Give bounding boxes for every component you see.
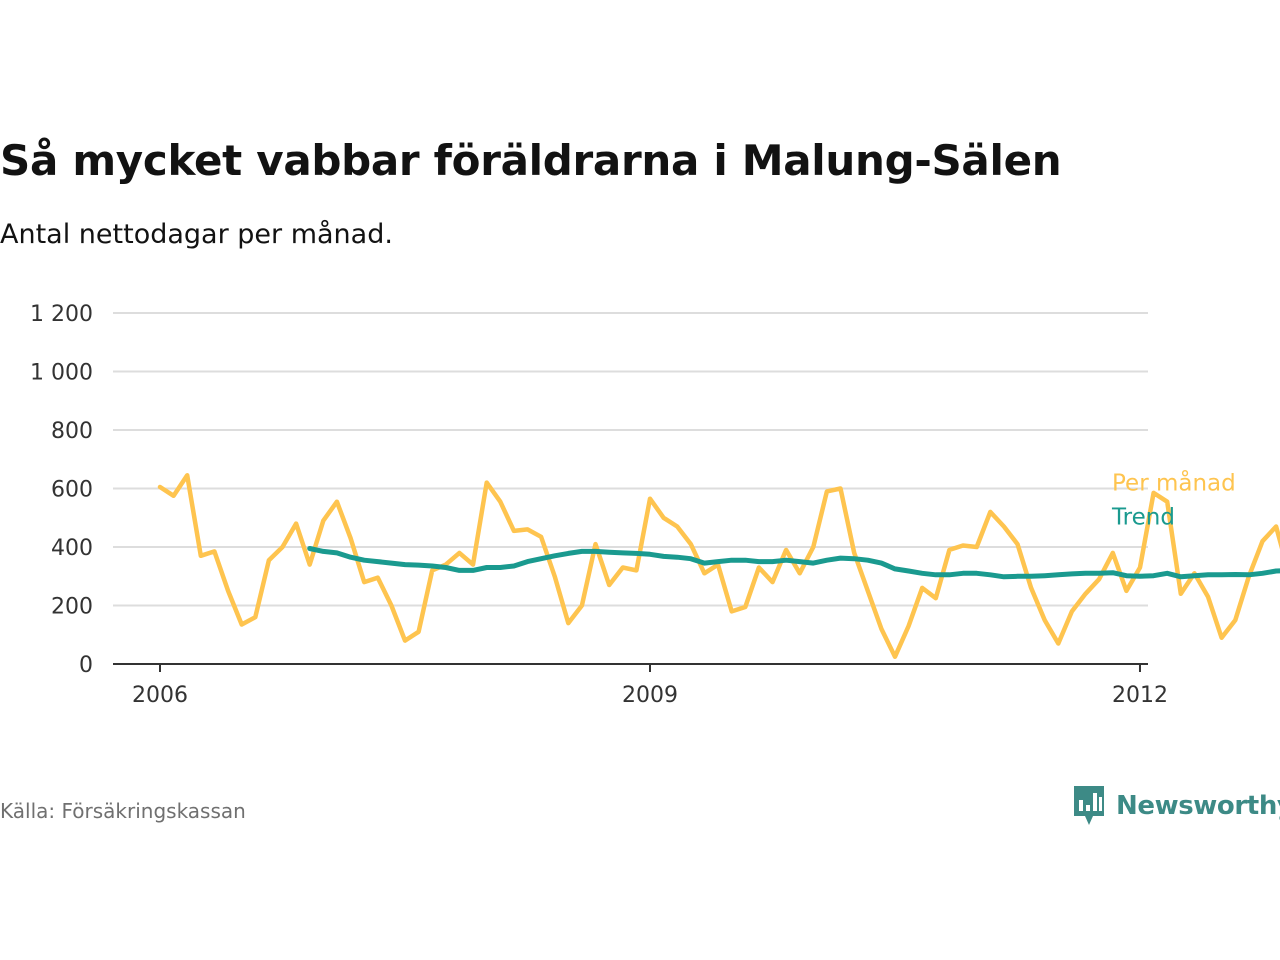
y-tick-label: 1 200	[30, 302, 93, 327]
y-tick-label: 800	[51, 419, 93, 444]
source-note: Källa: Försäkringskassan	[0, 799, 246, 823]
x-tick-label: 2006	[132, 683, 188, 708]
grid-lines	[113, 312, 1148, 607]
x-axis: 2006200920122015201820212023	[113, 663, 1168, 708]
newsworthy-logo[interactable]: Newsworthy	[1072, 784, 1280, 828]
chart-subtitle: Antal nettodagar per månad.	[0, 219, 393, 250]
y-tick-label: 600	[51, 478, 93, 503]
series-labels: Per månad Trend	[1111, 468, 1236, 530]
monthly-series-line	[157, 473, 1280, 659]
monthly-series-label: Per månad	[1112, 468, 1236, 496]
y-tick-label: 200	[51, 595, 93, 620]
chart-title: Så mycket vabbar föräldrarna i Malung-Sä…	[0, 136, 1062, 185]
y-tick-label: 400	[51, 536, 93, 561]
newsworthy-logo-text: Newsworthy	[1116, 791, 1280, 821]
y-axis: 0 200 400 600 800 1 000 1 200	[30, 302, 93, 678]
y-tick-label: 0	[79, 653, 93, 678]
trend-series-line	[307, 546, 1280, 580]
series-lines	[157, 473, 1280, 659]
y-tick-label: 1 000	[30, 361, 93, 386]
trend-series-label: Trend	[1111, 504, 1175, 530]
newsworthy-logo-icon	[1074, 786, 1104, 825]
x-tick-label: 2012	[1112, 683, 1168, 708]
x-tick-label: 2009	[622, 683, 678, 708]
